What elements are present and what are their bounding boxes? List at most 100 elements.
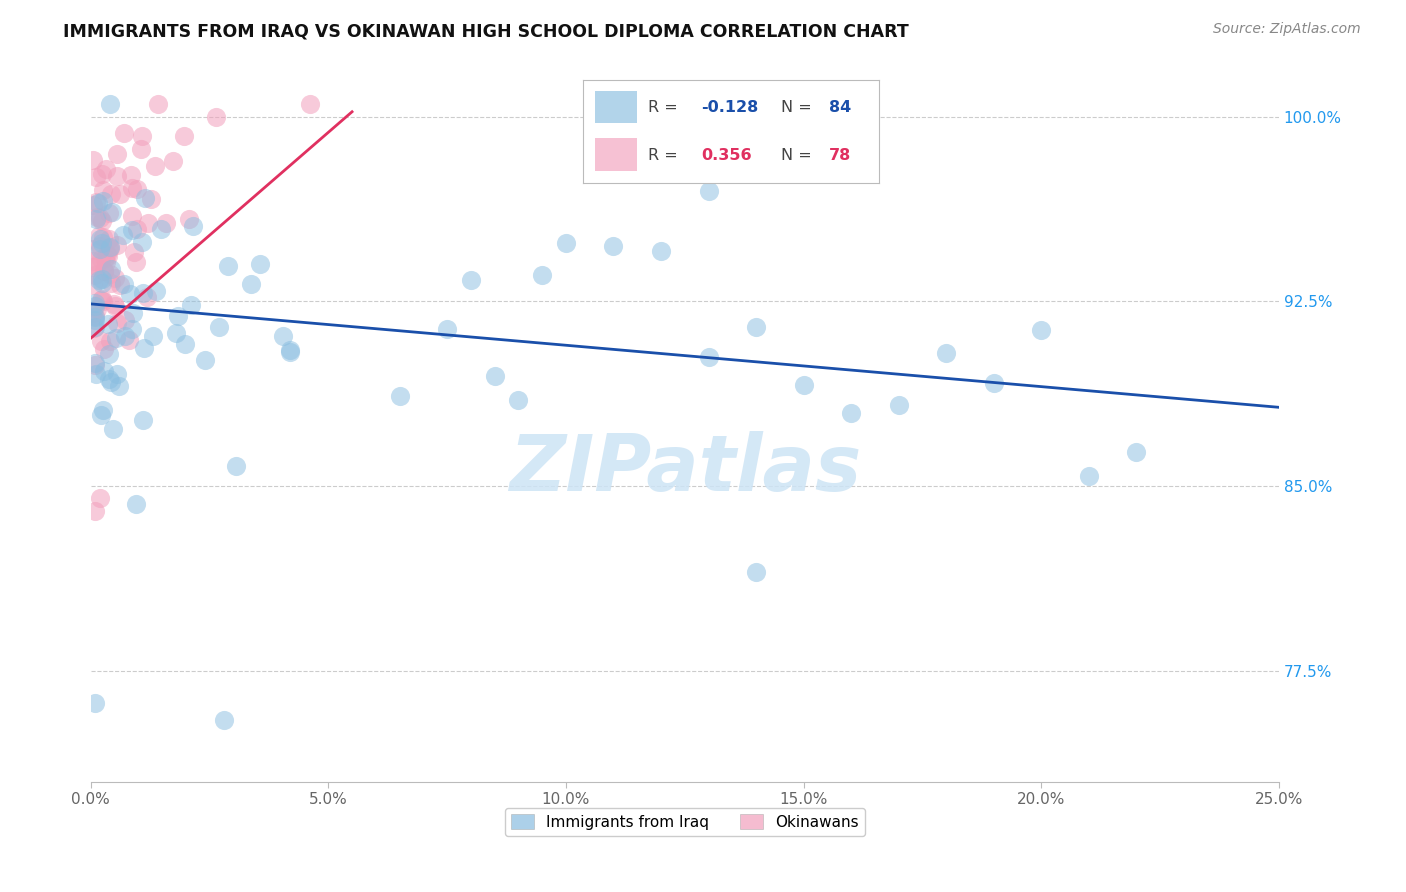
Point xyxy=(127,181,149,195)
Point xyxy=(90,252,112,267)
Point xyxy=(146,97,169,112)
Point xyxy=(93,264,115,278)
Point xyxy=(98,97,121,112)
Point xyxy=(100,277,122,291)
Point xyxy=(82,253,104,268)
Point xyxy=(84,356,107,370)
Point xyxy=(111,227,134,242)
Point xyxy=(793,378,815,392)
Point xyxy=(745,319,768,334)
Point xyxy=(86,211,108,226)
Point xyxy=(208,320,231,334)
Point xyxy=(139,193,162,207)
Text: R =: R = xyxy=(648,101,678,115)
Point xyxy=(82,277,104,292)
Point xyxy=(86,302,108,317)
Point xyxy=(86,210,108,224)
Legend: Immigrants from Iraq, Okinawans: Immigrants from Iraq, Okinawans xyxy=(505,807,865,836)
Point xyxy=(555,235,578,250)
Point xyxy=(278,343,301,358)
Point xyxy=(1125,445,1147,459)
Point xyxy=(120,168,142,182)
Point xyxy=(131,128,153,143)
Point xyxy=(105,146,128,161)
Point xyxy=(177,212,200,227)
Point xyxy=(98,268,121,282)
Point xyxy=(531,268,554,282)
Point xyxy=(105,238,128,252)
Point xyxy=(103,297,125,311)
Point xyxy=(83,321,105,335)
Point xyxy=(91,402,114,417)
Point xyxy=(89,232,111,246)
Point xyxy=(114,126,136,140)
Point xyxy=(91,236,114,251)
Point xyxy=(93,183,115,197)
Point xyxy=(173,128,195,143)
Text: IMMIGRANTS FROM IRAQ VS OKINAWAN HIGH SCHOOL DIPLOMA CORRELATION CHART: IMMIGRANTS FROM IRAQ VS OKINAWAN HIGH SC… xyxy=(63,22,910,40)
Point xyxy=(90,168,112,182)
Point xyxy=(89,238,111,252)
Point xyxy=(125,221,148,235)
Point xyxy=(105,169,128,183)
Point xyxy=(100,376,122,390)
Point xyxy=(87,229,110,244)
Point xyxy=(145,159,167,173)
Point xyxy=(180,298,202,312)
Bar xyxy=(595,137,637,170)
Point xyxy=(136,289,159,303)
Point xyxy=(108,186,131,201)
Point xyxy=(94,251,117,265)
Point xyxy=(105,367,128,381)
Point xyxy=(745,566,768,580)
Point xyxy=(84,296,107,310)
Point xyxy=(118,287,141,301)
Point xyxy=(162,153,184,168)
Point xyxy=(94,255,117,269)
Point xyxy=(181,219,204,233)
Point xyxy=(84,170,107,185)
Point xyxy=(97,318,120,332)
Text: 0.356: 0.356 xyxy=(702,148,752,162)
Point xyxy=(94,161,117,176)
Point xyxy=(98,206,121,220)
Point xyxy=(1077,468,1099,483)
Point xyxy=(91,230,114,244)
Text: N =: N = xyxy=(782,101,813,115)
Point xyxy=(225,458,247,473)
Point xyxy=(97,241,120,255)
Point xyxy=(98,334,121,348)
Point xyxy=(84,696,107,710)
Point xyxy=(93,264,115,278)
Point xyxy=(125,497,148,511)
Point xyxy=(112,277,135,291)
Point xyxy=(89,334,111,348)
Point xyxy=(93,342,115,356)
Point xyxy=(205,110,228,124)
Point xyxy=(105,316,128,330)
Point xyxy=(436,322,458,336)
Text: Source: ZipAtlas.com: Source: ZipAtlas.com xyxy=(1213,22,1361,37)
Point xyxy=(97,249,120,263)
Point xyxy=(122,306,145,320)
Point xyxy=(697,184,720,198)
Point xyxy=(87,196,110,211)
Point xyxy=(121,181,143,195)
Point xyxy=(122,245,145,260)
Point xyxy=(91,293,114,308)
Point xyxy=(84,195,107,210)
Point xyxy=(83,260,105,274)
Point xyxy=(1031,323,1053,337)
Point xyxy=(89,272,111,286)
Point xyxy=(194,353,217,368)
Text: N =: N = xyxy=(782,148,813,162)
Point xyxy=(82,153,104,167)
Point xyxy=(142,329,165,343)
Point xyxy=(84,312,107,326)
Point xyxy=(93,364,115,378)
Bar xyxy=(595,91,637,123)
Point xyxy=(89,491,111,506)
Point xyxy=(167,309,190,323)
Point xyxy=(602,238,624,252)
Point xyxy=(271,329,294,343)
